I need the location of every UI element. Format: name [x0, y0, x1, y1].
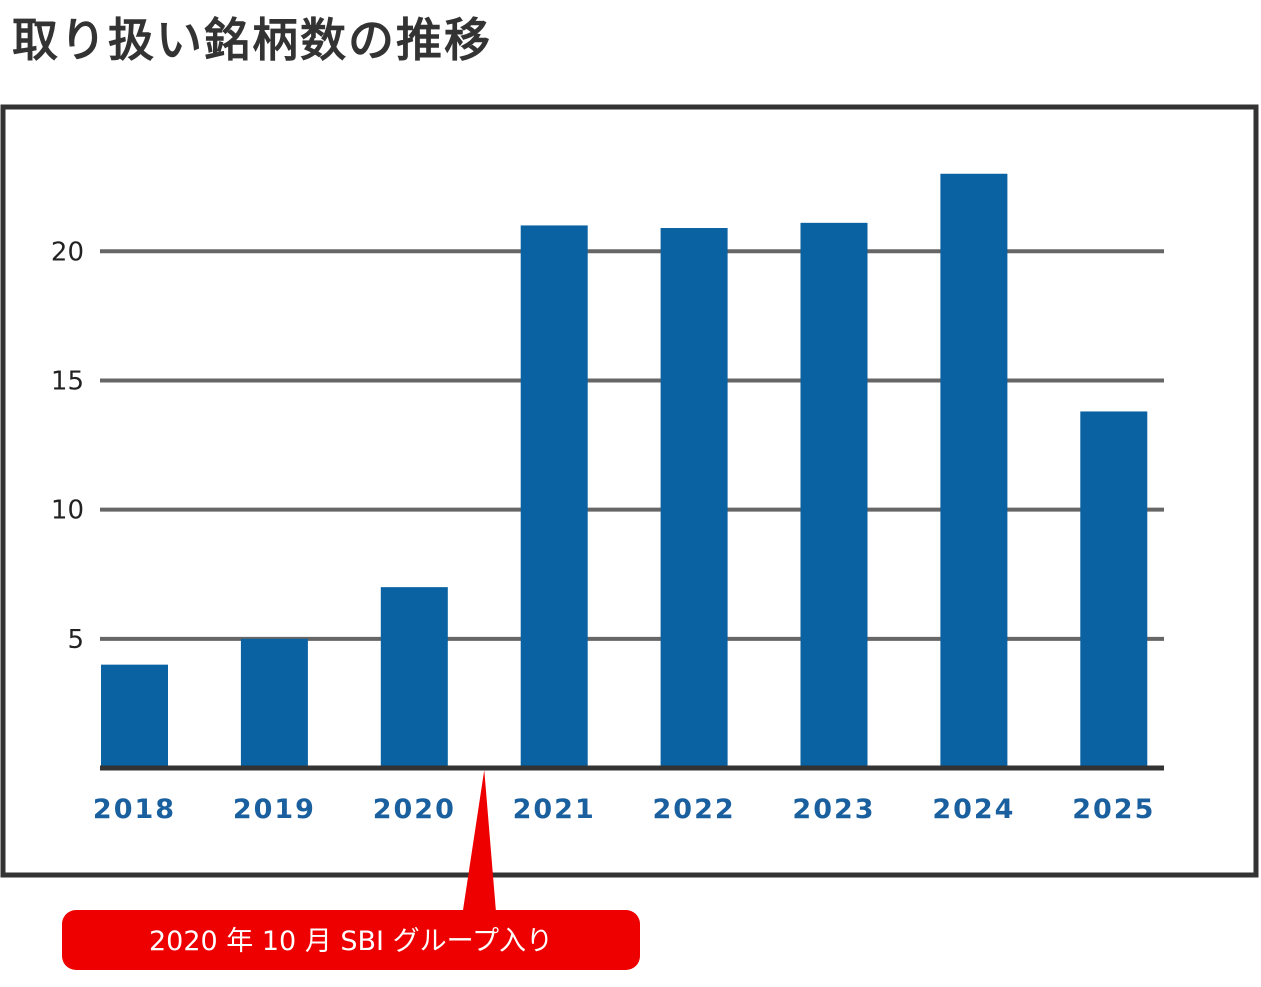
- bar-2019: [240, 638, 308, 768]
- bar-2021: [520, 225, 588, 768]
- x-tick-label: 2025: [1072, 794, 1155, 825]
- x-tick-label: 2020: [373, 794, 456, 825]
- x-tick-label: 2022: [653, 794, 736, 825]
- y-tick-labels: 5 10 15 20: [51, 237, 84, 655]
- bar-2020: [380, 587, 448, 768]
- x-tick-label: 2021: [513, 794, 596, 825]
- x-tick-label: 2023: [792, 794, 875, 825]
- bar-2023: [800, 222, 868, 768]
- bar-2025: [1080, 411, 1148, 768]
- callout-box: [62, 910, 640, 970]
- y-tick-label: 5: [67, 625, 84, 655]
- y-tick-label: 20: [51, 237, 84, 267]
- y-tick-label: 10: [51, 496, 84, 526]
- callout: 2020 年 10 月 SBI グループ入り: [62, 770, 640, 970]
- callout-text: 2020 年 10 月 SBI グループ入り: [149, 926, 553, 957]
- chart-title: 取り扱い銘柄数の推移: [12, 13, 492, 67]
- y-tick-label: 15: [51, 366, 84, 396]
- bar-2018: [101, 664, 168, 768]
- x-tick-label: 2019: [233, 794, 316, 825]
- x-tick-label: 2024: [932, 794, 1015, 825]
- callout-pointer: [462, 770, 497, 915]
- x-tick-labels: 2018 2019 2020 2021 2022 2023 2024 2025: [93, 794, 1155, 825]
- bar-2022: [660, 228, 728, 769]
- x-tick-label: 2018: [93, 794, 176, 825]
- chart-frame: [0, 104, 1259, 878]
- bars: [101, 173, 1148, 769]
- bar-2024: [940, 173, 1008, 768]
